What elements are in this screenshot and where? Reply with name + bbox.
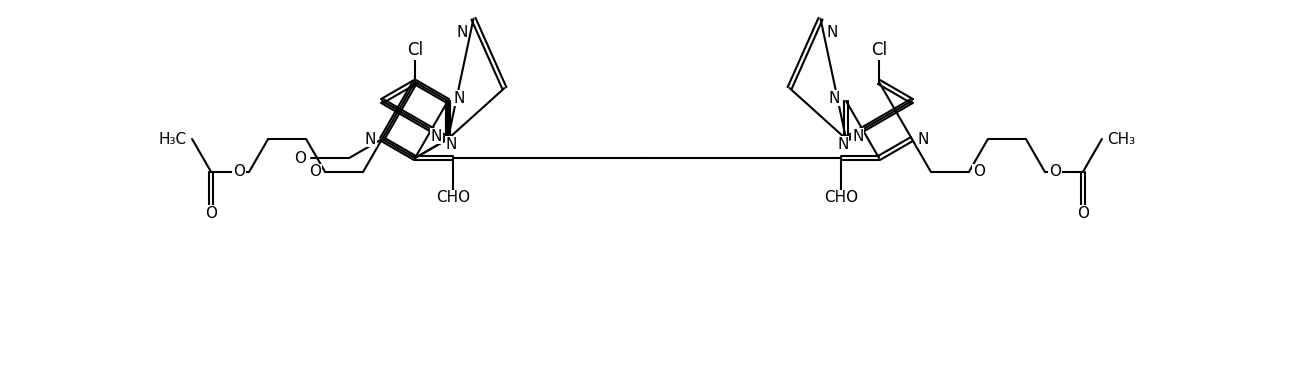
Text: O: O bbox=[1077, 206, 1090, 221]
Text: N: N bbox=[445, 137, 457, 152]
Text: O: O bbox=[294, 151, 307, 166]
Text: N: N bbox=[365, 131, 377, 147]
Text: N: N bbox=[917, 131, 929, 147]
Text: O: O bbox=[233, 164, 245, 179]
Text: N: N bbox=[455, 25, 467, 40]
Text: O: O bbox=[309, 164, 321, 179]
Text: CHO: CHO bbox=[436, 190, 470, 205]
Text: N: N bbox=[828, 90, 840, 106]
Text: N: N bbox=[851, 128, 863, 144]
Text: CHO: CHO bbox=[824, 190, 858, 205]
Text: N: N bbox=[431, 128, 443, 144]
Text: Cl: Cl bbox=[406, 41, 423, 59]
Text: Cl: Cl bbox=[871, 41, 888, 59]
Text: N: N bbox=[454, 90, 466, 106]
Text: N: N bbox=[827, 25, 839, 40]
Text: O: O bbox=[204, 206, 217, 221]
Text: O: O bbox=[1049, 164, 1061, 179]
Text: O: O bbox=[973, 164, 985, 179]
Text: H₃C: H₃C bbox=[159, 131, 188, 147]
Text: N: N bbox=[837, 137, 849, 152]
Text: CH₃: CH₃ bbox=[1106, 131, 1135, 147]
